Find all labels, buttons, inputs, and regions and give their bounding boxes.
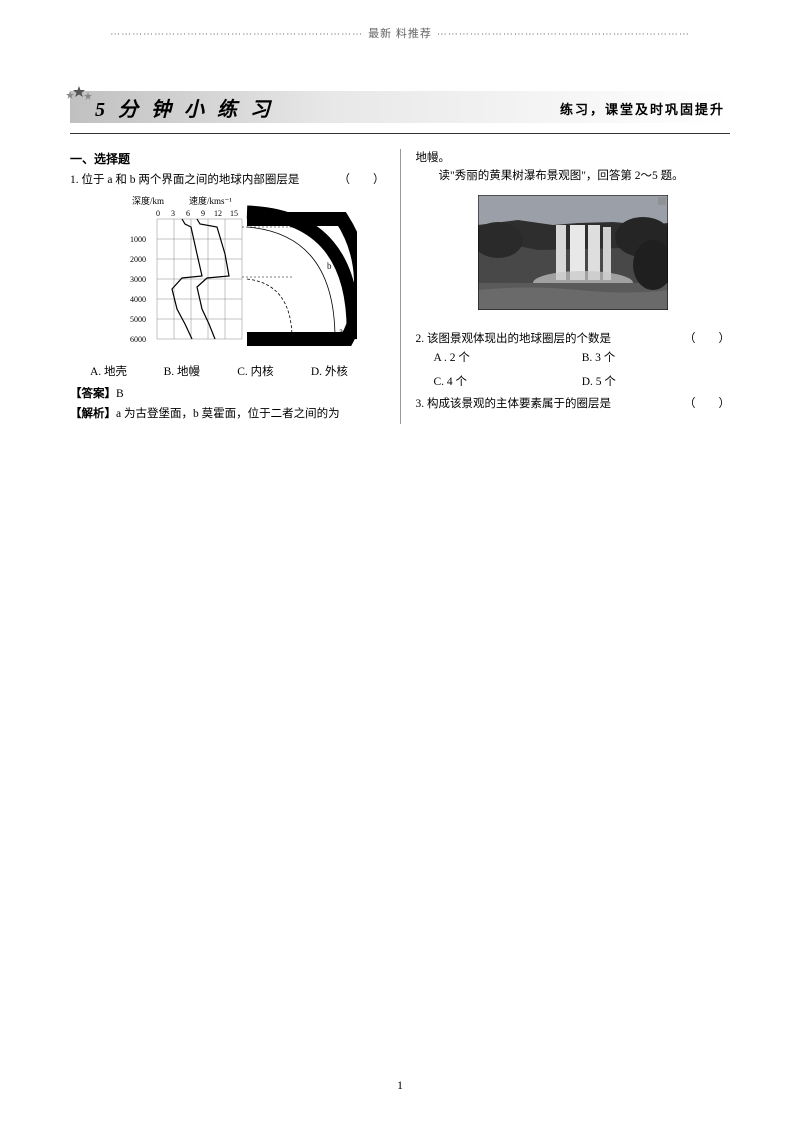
answer-label: 【答案】	[70, 388, 116, 400]
svg-text:b: b	[327, 261, 332, 271]
svg-text:6000: 6000	[130, 335, 146, 344]
page-number: 1	[0, 1078, 800, 1093]
svg-text:a: a	[339, 326, 343, 336]
q1-stem: 1. 位于 a 和 b 两个界面之间的地球内部圈层是	[70, 174, 299, 186]
analysis-text: a 为古登堡面，b 莫霍面，位于二者之间的为	[116, 408, 340, 420]
waterfall-image	[416, 195, 731, 318]
analysis-label: 【解析】	[70, 408, 116, 420]
svg-text:6: 6	[186, 209, 190, 218]
svg-text:5000: 5000	[130, 315, 146, 324]
q1-answer: 【答案】B	[70, 385, 385, 405]
svg-text:1000: 1000	[130, 235, 146, 244]
svg-text:12: 12	[214, 209, 222, 218]
dots-left: ⋯⋯⋯⋯⋯⋯⋯⋯⋯⋯⋯⋯⋯⋯⋯⋯⋯⋯⋯⋯⋯⋯⋯	[110, 29, 363, 40]
intro-text: 读"秀丽的黄果树瀑布景观图"，回答第 2～5 题。	[416, 167, 731, 187]
divider	[70, 133, 730, 134]
q1-analysis: 【解析】a 为古登堡面，b 莫霍面，位于二者之间的为	[70, 405, 385, 425]
page-header: ⋯⋯⋯⋯⋯⋯⋯⋯⋯⋯⋯⋯⋯⋯⋯⋯⋯⋯⋯⋯⋯⋯⋯最新 料推荐⋯⋯⋯⋯⋯⋯⋯⋯⋯⋯⋯…	[0, 0, 800, 41]
svg-text:9: 9	[201, 209, 205, 218]
q2-options: A . 2 个 B. 3 个 C. 4 个 D. 5 个	[416, 348, 731, 392]
q1-options: A. 地壳 B. 地幔 C. 内核 D. 外核	[70, 362, 385, 383]
q1-blank: （ ）	[339, 171, 385, 189]
q1-option-c: C. 内核	[237, 362, 311, 383]
q2-option-c: C. 4 个	[434, 372, 582, 393]
dots-right: ⋯⋯⋯⋯⋯⋯⋯⋯⋯⋯⋯⋯⋯⋯⋯⋯⋯⋯⋯⋯⋯⋯⋯	[437, 29, 690, 40]
right-column: 地幔。 读"秀丽的黄果树瀑布景观图"，回答第 2～5 题。	[416, 149, 731, 424]
q3-stem: 3. 构成该景观的主体要素属于的圈层是	[416, 398, 612, 410]
header-text: 最新 料推荐	[363, 25, 437, 41]
page-subtitle: 练习，课堂及时巩固提升	[560, 99, 725, 118]
star-icon	[65, 83, 95, 108]
page-title: 5 分 钟 小 练 习	[95, 93, 274, 122]
content-area: 一、选择题 1. 位于 a 和 b 两个界面之间的地球内部圈层是 （ ） 深度/…	[70, 149, 730, 424]
q1-option-a: A. 地壳	[90, 362, 164, 383]
seismic-diagram: 深度/km 速度/kms⁻¹ 0 3 6 9 12 15	[70, 194, 385, 357]
q2-blank: （ ）	[684, 330, 730, 348]
svg-text:3000: 3000	[130, 275, 146, 284]
q2-option-b: B. 3 个	[582, 348, 730, 369]
answer-value: B	[116, 388, 124, 400]
depth-label: 深度/km	[132, 195, 164, 206]
q3-blank: （ ）	[684, 395, 730, 413]
continuation-text: 地幔。	[416, 149, 731, 167]
svg-text:0: 0	[156, 209, 160, 218]
q2-option-a: A . 2 个	[434, 348, 582, 369]
title-bar: 5 分 钟 小 练 习 练习，课堂及时巩固提升	[70, 91, 730, 123]
svg-text:15: 15	[230, 209, 238, 218]
speed-label: 速度/kms⁻¹	[189, 195, 232, 206]
svg-text:2000: 2000	[130, 255, 146, 264]
q2-option-d: D. 5 个	[582, 372, 730, 393]
question-2-text: 2. 该图景观体现出的地球圈层的个数是 （ ）	[416, 330, 731, 348]
q1-option-b: B. 地幔	[164, 362, 238, 383]
question-1-text: 1. 位于 a 和 b 两个界面之间的地球内部圈层是 （ ）	[70, 171, 385, 189]
question-3-text: 3. 构成该景观的主体要素属于的圈层是 （ ）	[416, 395, 731, 413]
section-heading: 一、选择题	[70, 149, 385, 171]
q2-stem: 2. 该图景观体现出的地球圈层的个数是	[416, 333, 612, 345]
svg-text:3: 3	[171, 209, 175, 218]
left-column: 一、选择题 1. 位于 a 和 b 两个界面之间的地球内部圈层是 （ ） 深度/…	[70, 149, 401, 424]
q1-option-d: D. 外核	[311, 362, 385, 383]
svg-text:4000: 4000	[130, 295, 146, 304]
